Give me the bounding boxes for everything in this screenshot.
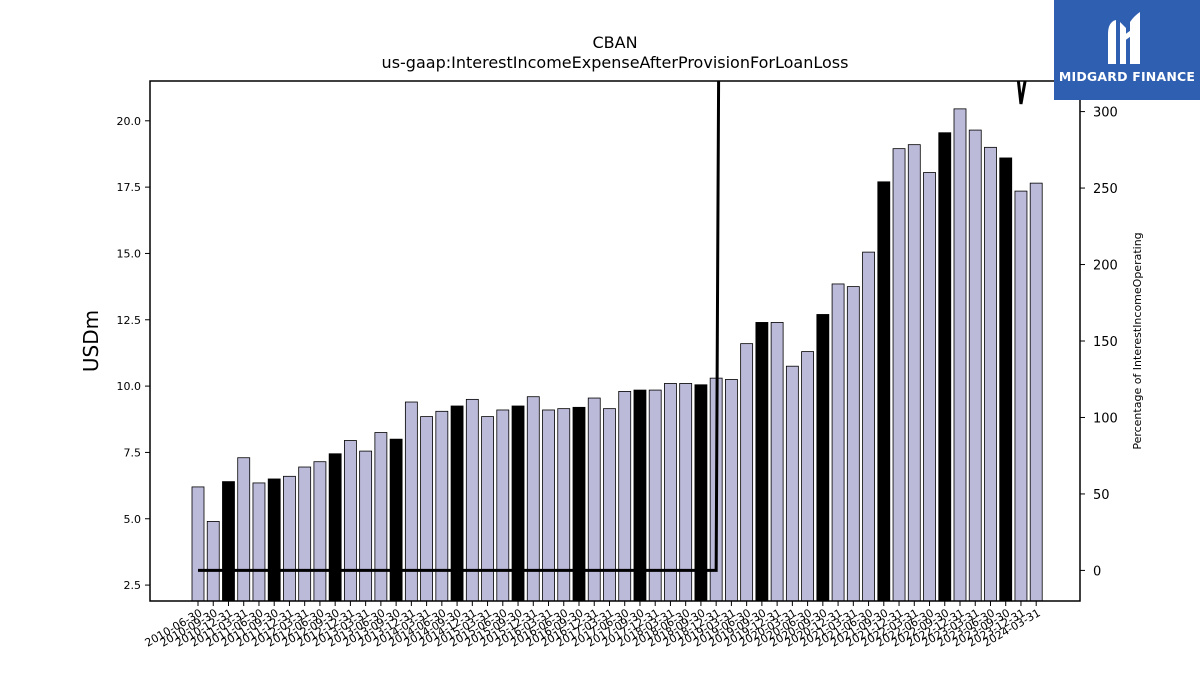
y-axis-label: USDm [79,310,103,372]
y2-tick-label: 300 [1093,106,1118,121]
bar-2018-03-31 [664,383,677,601]
bar-2018-06-30 [679,383,693,601]
bar-2018-09-30 [694,384,708,601]
brand-logo: MIDGARD FINANCE [1054,0,1200,100]
bar-2014-12-31 [465,398,479,601]
bar-2022-03-31 [907,144,921,601]
y2-tick-label: 0 [1093,564,1101,579]
y-tick-label: 15.0 [117,247,142,260]
bar-2011-03-31 [237,457,251,601]
bar-2022-06-30 [923,172,936,601]
y2-tick-label: 150 [1093,335,1118,350]
bar-2016-09-30 [572,406,586,601]
y2-tick-label: 250 [1093,182,1118,197]
y-axis-left: 2.5 5.0 7.5 10.0 12.5 15.0 17.5 20.0 [117,115,150,592]
y-tick-label: 2.5 [124,579,142,592]
bar-2024-03-31 [1029,182,1043,601]
midgard-logo-icon [1108,12,1140,64]
percentage-line [198,81,1027,572]
bar-2019-12-31 [770,322,784,601]
bar-2016-03-31 [542,409,555,601]
bar-2011-06-30 [252,482,266,601]
bar-2023-12-31 [1014,190,1028,601]
bars-group [191,108,1043,601]
bar-2019-06-30 [740,343,754,601]
bar-2020-03-31 [785,365,799,601]
bar-2011-12-31 [283,475,296,601]
bar-2010-06-30 [191,486,205,601]
y2-axis-label: Percentage of InterestIncomeOperating [1131,232,1144,449]
y2-tick-label: 50 [1093,488,1110,503]
y-tick-label: 20.0 [117,115,142,128]
bar-2023-09-30 [999,157,1013,601]
bar-2023-06-30 [984,146,997,601]
bar-2021-06-30 [862,251,875,601]
y2-tick-label: 200 [1093,259,1118,274]
bar-2016-12-31 [587,397,601,601]
bar-2021-12-31 [892,148,906,601]
bar-2013-06-30 [374,432,388,601]
y-tick-label: 5.0 [124,513,142,526]
y-tick-label: 7.5 [124,446,142,459]
chart-title: CBAN [592,33,637,52]
bar-2014-09-30 [450,405,464,601]
bar-2011-09-30 [267,478,281,601]
y2-tick-label: 100 [1093,411,1118,426]
bar-2016-06-30 [557,408,571,601]
bar-2021-03-31 [846,286,860,601]
bar-2014-06-30 [435,410,449,601]
bar-2012-12-31 [343,440,357,601]
bar-2021-09-30 [877,181,891,601]
bar-2012-06-30 [313,461,327,601]
bar-2022-12-31 [953,108,967,601]
bar-2020-12-31 [831,283,845,601]
bar-2015-03-31 [481,416,494,601]
bar-2013-09-30 [389,438,403,601]
bar-2014-03-31 [420,416,434,601]
brand-name: MIDGARD FINANCE [1058,69,1196,84]
bar-2022-09-30 [938,132,952,601]
y-axis-right: 0 50 100 150 200 250 300 [1080,106,1118,579]
bar-2010-09-30 [206,521,220,601]
bar-2015-06-30 [496,409,510,601]
percentage-line-group [198,81,1027,572]
bar-2020-06-30 [801,351,814,601]
bar-2010-12-31 [222,481,235,601]
bar-2017-03-31 [603,408,616,601]
bar-2020-09-30 [816,314,830,601]
x-axis: 2010-06-302010-09-302010-12-312011-03-31… [143,601,1043,650]
bar-2017-06-30 [618,391,632,601]
chart-subtitle: us-gaap:InterestIncomeExpenseAfterProvis… [382,53,849,72]
bar-2019-09-30 [755,322,769,601]
bar-2012-03-31 [298,466,312,601]
bar-2012-09-30 [328,453,342,601]
y-tick-label: 12.5 [117,314,142,327]
bar-2013-03-31 [359,450,373,601]
y-tick-label: 10.0 [117,380,142,393]
bar-2023-03-31 [968,129,982,601]
y-tick-label: 17.5 [117,181,142,194]
bar-2015-09-30 [511,405,525,601]
bar-2019-03-31 [725,379,738,601]
